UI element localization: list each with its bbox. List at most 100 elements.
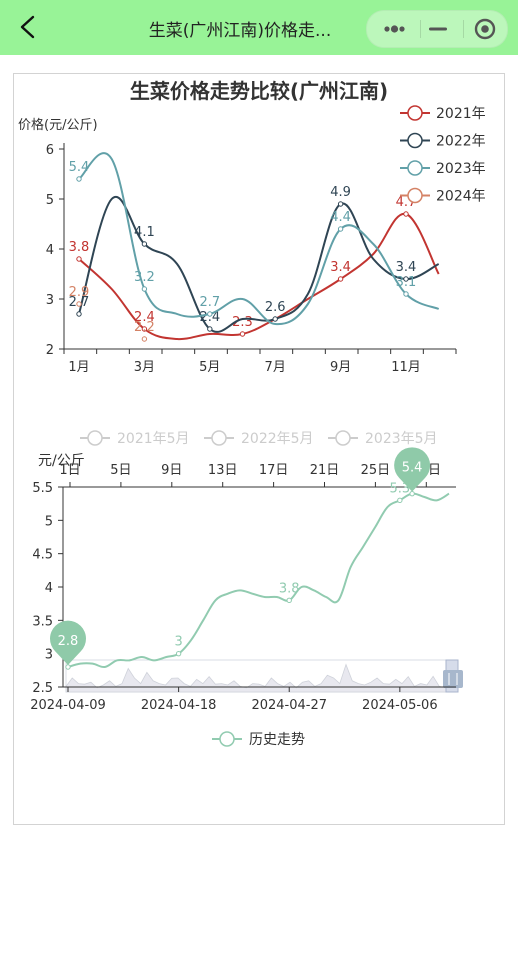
y-axis-label: 价格(元/公斤) — [18, 117, 98, 133]
data-point — [403, 276, 409, 282]
max-pin — [394, 447, 431, 492]
data-label: 3.8 — [279, 581, 300, 596]
min-pin-label: 2.8 — [58, 634, 79, 649]
data-label: 2.4 — [134, 310, 155, 325]
data-label: 3.4 — [396, 260, 417, 275]
legend-label: 2023年5月 — [365, 431, 438, 447]
more-dots-icon[interactable] — [375, 11, 413, 47]
data-point — [272, 316, 278, 322]
capsule-menu — [366, 10, 508, 48]
minimize-icon[interactable] — [423, 11, 453, 47]
top-tick-label: 25日 — [361, 463, 391, 478]
y-tick-label: 3 — [46, 293, 54, 308]
top-tick-label: 9日 — [161, 463, 182, 478]
top-tick-label: 1日 — [59, 463, 80, 478]
data-point — [403, 291, 409, 297]
x-tick-label: 1月 — [68, 360, 89, 375]
y-tick-label: 5 — [45, 514, 53, 529]
zoom-slider-preview — [65, 663, 459, 693]
x-tick-label: 3月 — [134, 360, 155, 375]
data-point — [141, 241, 148, 247]
legend-label: 2022年5月 — [241, 431, 314, 447]
series-line — [78, 212, 440, 341]
data-point — [397, 497, 403, 504]
top-tick-label: 5日 — [110, 463, 131, 478]
data-point — [76, 301, 82, 307]
series-line — [78, 195, 440, 333]
data-label: 3.1 — [396, 275, 417, 290]
y-tick-label: 4.5 — [32, 548, 53, 563]
target-circle-icon[interactable] — [467, 11, 503, 47]
data-point — [403, 211, 409, 217]
data-label: 5.3 — [389, 481, 410, 496]
data-point — [337, 201, 344, 207]
legend-label: 2024年 — [436, 189, 486, 205]
y-tick-label: 5 — [46, 193, 54, 208]
data-point — [76, 256, 82, 262]
x-tick-label: 7月 — [265, 360, 286, 375]
data-label: 3 — [174, 635, 182, 650]
x-tick-label: 9月 — [330, 360, 351, 375]
legend-label: 2021年5月 — [117, 431, 190, 447]
data-label: 5.4 — [69, 160, 90, 175]
max-pin-label: 5.4 — [402, 461, 423, 476]
x-tick-label: 5月 — [199, 360, 220, 375]
data-point — [76, 176, 82, 182]
data-label: 2.6 — [265, 300, 286, 315]
data-label: 4.1 — [134, 225, 155, 240]
y-tick-label: 2.5 — [32, 681, 53, 696]
y-tick-label: 6 — [46, 143, 54, 158]
legend-marker — [211, 430, 227, 446]
y-tick-label: 2 — [46, 343, 54, 358]
data-label: 2.4 — [199, 310, 220, 325]
data-point — [207, 311, 213, 317]
min-pin — [50, 620, 86, 665]
legend-label: 历史走势 — [249, 732, 305, 748]
chart-card — [13, 73, 505, 825]
legend-label: 2021年 — [436, 106, 486, 122]
data-point — [337, 276, 344, 282]
x-tick-label: 2024-04-18 — [141, 698, 217, 713]
chart-title: 生菜价格走势比较(广州江南) — [130, 79, 388, 103]
data-point — [141, 336, 148, 342]
back-arrow-icon[interactable] — [14, 12, 44, 42]
top-tick-label: 21日 — [310, 463, 340, 478]
legend-label: 2023年 — [436, 161, 486, 177]
data-label: 2.9 — [69, 285, 90, 300]
data-label: 2.2 — [134, 320, 155, 335]
y-tick-label: 3.5 — [32, 614, 53, 629]
legend-marker — [407, 105, 423, 121]
page-title: 生菜(广州江南)价格走... — [148, 21, 332, 40]
series-line — [78, 152, 440, 326]
capsule-divider — [463, 20, 464, 38]
legend-label: 2022年 — [436, 134, 486, 150]
x-tick-label: 2024-05-06 — [362, 698, 438, 713]
y-tick-label: 3 — [45, 648, 53, 663]
data-point — [141, 326, 148, 332]
data-point — [175, 650, 182, 657]
history-series-line — [67, 492, 450, 669]
data-label: 3.8 — [69, 240, 90, 255]
navigation-bar: 生菜(广州江南)价格走... — [0, 0, 518, 55]
data-point — [239, 331, 246, 337]
x-tick-label: 2024-04-09 — [30, 698, 106, 713]
x-tick-label: 11月 — [391, 360, 421, 375]
legend-marker — [407, 132, 423, 149]
top-tick-label: 13日 — [208, 463, 238, 478]
data-point — [409, 490, 415, 497]
y-axis-label: 元/公斤 — [38, 453, 85, 469]
data-point — [76, 311, 82, 317]
data-point — [337, 226, 344, 232]
data-point — [207, 326, 213, 332]
legend-marker — [219, 731, 235, 747]
data-label: 4.4 — [330, 210, 351, 225]
data-point — [65, 664, 71, 670]
data-point — [286, 597, 292, 604]
top-tick-label: 17日 — [259, 463, 289, 478]
legend-marker — [87, 430, 103, 446]
legend-marker — [335, 430, 351, 446]
y-tick-label: 4 — [46, 243, 54, 258]
x-tick-label: 2024-04-27 — [251, 698, 327, 713]
data-label: 3.4 — [330, 260, 351, 275]
